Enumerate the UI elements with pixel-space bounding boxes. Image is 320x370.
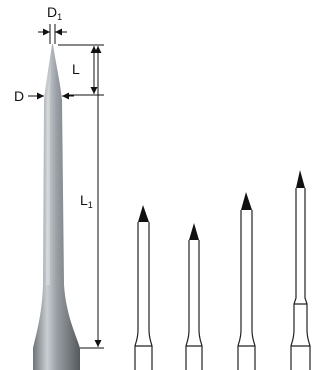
- tool-variant: [135, 205, 152, 370]
- d1-dimension: [38, 24, 67, 44]
- tool-variant: [186, 223, 202, 370]
- l-label: L: [72, 61, 80, 77]
- tool-diagram: D1 L D L1: [0, 0, 312, 370]
- tool-variant: [238, 192, 255, 370]
- tool-variant: [291, 170, 310, 370]
- d-label: D: [14, 88, 24, 104]
- d1-label: D1: [47, 4, 62, 22]
- l1-label: L1: [80, 192, 93, 210]
- tool-body: [33, 44, 80, 370]
